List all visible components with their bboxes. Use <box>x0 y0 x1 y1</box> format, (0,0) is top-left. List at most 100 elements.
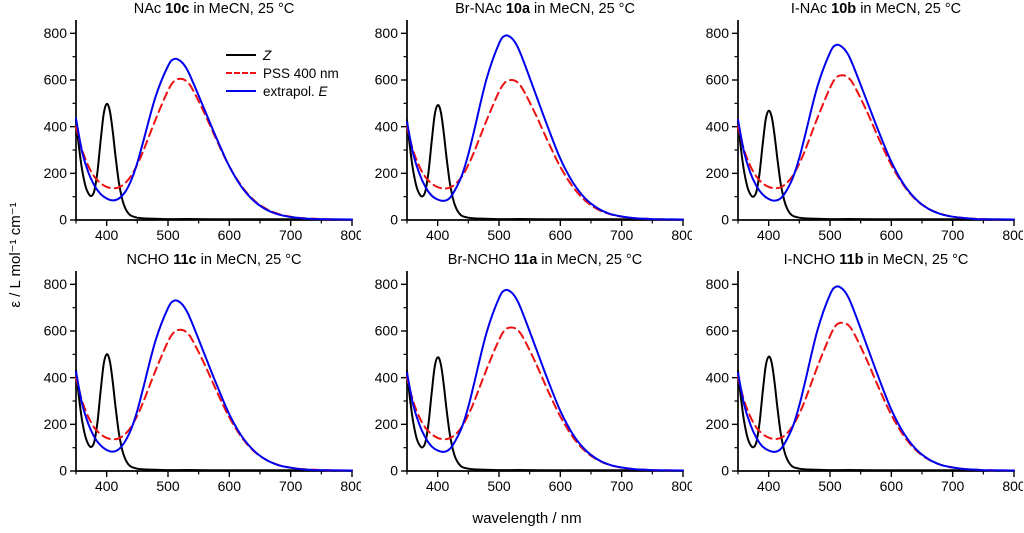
title-compound: 11c <box>173 252 197 268</box>
svg-text:800: 800 <box>44 276 68 292</box>
pss-line-sample-icon <box>226 72 256 74</box>
title-prefix: NCHO <box>126 252 174 268</box>
svg-text:200: 200 <box>375 165 399 181</box>
svg-text:600: 600 <box>880 478 904 494</box>
svg-text:500: 500 <box>487 478 511 494</box>
spectra-plot: 400 500 600 700 800 0 200 400 600 800 <box>375 20 692 243</box>
e-line-sample-icon <box>226 90 256 92</box>
svg-text:700: 700 <box>279 478 303 494</box>
chart-title: Br-NAc 10a in MeCN, 25 °C <box>361 0 692 18</box>
svg-text:600: 600 <box>375 72 399 88</box>
chart-panel-11b: I-NCHO 11b in MeCN, 25 °C 400 500 600 700 80… <box>692 251 1023 502</box>
svg-text:800: 800 <box>44 25 68 41</box>
title-prefix: I-NCHO <box>783 252 840 268</box>
svg-text:800: 800 <box>706 276 730 292</box>
svg-text:700: 700 <box>610 227 634 243</box>
svg-text:200: 200 <box>44 165 68 181</box>
z-line-sample-icon <box>226 54 256 56</box>
title-prefix: Br-NAc <box>455 1 506 17</box>
svg-text:500: 500 <box>487 227 511 243</box>
svg-text:800: 800 <box>340 478 361 494</box>
chart-grid: NAc 10c in MeCN, 25 °C 400 500 600 700 800 0 2… <box>30 0 1023 502</box>
title-prefix: I-NAc <box>790 1 832 17</box>
svg-text:200: 200 <box>706 416 730 432</box>
svg-text:600: 600 <box>218 478 242 494</box>
svg-text:700: 700 <box>941 478 965 494</box>
svg-text:400: 400 <box>95 478 119 494</box>
svg-text:200: 200 <box>44 416 68 432</box>
title-compound: 10a <box>505 1 531 17</box>
title-suffix: in MeCN, 25 °C <box>856 1 962 17</box>
svg-text:700: 700 <box>941 227 965 243</box>
legend-item-z: Z <box>226 46 339 64</box>
legend-label: extrapol. E <box>263 84 328 99</box>
svg-text:500: 500 <box>156 478 180 494</box>
title-compound: 11b <box>839 252 864 268</box>
svg-text:600: 600 <box>706 323 730 339</box>
svg-text:400: 400 <box>706 369 730 385</box>
svg-text:400: 400 <box>95 227 119 243</box>
chart-title: I-NCHO 11b in MeCN, 25 °C <box>692 251 1023 269</box>
legend-label-italic: E <box>318 83 328 99</box>
svg-text:800: 800 <box>1002 478 1023 494</box>
svg-text:600: 600 <box>549 227 573 243</box>
svg-text:400: 400 <box>44 118 68 134</box>
chart-title: Br-NCHO 11a in MeCN, 25 °C <box>361 251 692 269</box>
title-suffix: in MeCN, 25 °C <box>537 252 643 268</box>
svg-text:0: 0 <box>59 463 67 479</box>
svg-text:500: 500 <box>156 227 180 243</box>
svg-text:0: 0 <box>721 463 729 479</box>
svg-text:800: 800 <box>375 25 399 41</box>
legend-item-extrapol-e: extrapol. E <box>226 82 339 100</box>
svg-text:700: 700 <box>279 227 303 243</box>
svg-text:500: 500 <box>818 478 842 494</box>
svg-text:600: 600 <box>44 323 68 339</box>
svg-text:600: 600 <box>44 72 68 88</box>
svg-text:800: 800 <box>340 227 361 243</box>
svg-text:400: 400 <box>757 227 781 243</box>
svg-text:200: 200 <box>375 416 399 432</box>
chart-title: I-NAc 10b in MeCN, 25 °C <box>692 0 1023 18</box>
title-suffix: in MeCN, 25 °C <box>196 252 302 268</box>
svg-text:0: 0 <box>390 212 398 228</box>
spectra-plot: 400 500 600 700 800 0 200 400 600 800 <box>706 271 1023 494</box>
svg-text:800: 800 <box>671 478 692 494</box>
svg-text:800: 800 <box>671 227 692 243</box>
svg-text:600: 600 <box>375 323 399 339</box>
svg-text:500: 500 <box>818 227 842 243</box>
legend-label: PSS 400 nm <box>263 65 339 81</box>
spectra-plot: 400 500 600 700 800 0 200 400 600 800 <box>44 20 361 243</box>
svg-text:600: 600 <box>880 227 904 243</box>
svg-text:0: 0 <box>59 212 67 228</box>
title-suffix: in MeCN, 25 °C <box>530 1 635 17</box>
spectra-plot: 400 500 600 700 800 0 200 400 600 800 <box>44 271 361 494</box>
title-suffix: in MeCN, 25 °C <box>189 1 295 17</box>
x-axis-label: wavelength / nm <box>472 510 582 527</box>
svg-text:700: 700 <box>610 478 634 494</box>
svg-text:0: 0 <box>390 463 398 479</box>
svg-text:400: 400 <box>426 227 450 243</box>
svg-text:600: 600 <box>218 227 242 243</box>
svg-text:600: 600 <box>706 72 730 88</box>
spectra-plot: 400 500 600 700 800 0 200 400 600 800 <box>706 20 1023 243</box>
svg-text:400: 400 <box>757 478 781 494</box>
svg-text:400: 400 <box>426 478 450 494</box>
chart-title: NAc 10c in MeCN, 25 °C <box>30 0 361 18</box>
spectra-plot: 400 500 600 700 800 0 200 400 600 800 <box>375 271 692 494</box>
legend-label-prefix: extrapol. <box>263 83 319 99</box>
svg-text:400: 400 <box>706 118 730 134</box>
title-suffix: in MeCN, 25 °C <box>863 252 969 268</box>
legend-label: Z <box>263 47 272 63</box>
y-axis-label: ε / L mol⁻¹ cm⁻¹ <box>7 202 24 308</box>
title-compound: 10c <box>165 1 190 17</box>
chart-panel-10a: Br-NAc 10a in MeCN, 25 °C 400 500 600 700 80… <box>361 0 692 251</box>
svg-text:800: 800 <box>706 25 730 41</box>
svg-text:400: 400 <box>44 369 68 385</box>
chart-title: NCHO 11c in MeCN, 25 °C <box>30 251 361 269</box>
svg-text:200: 200 <box>706 165 730 181</box>
svg-text:400: 400 <box>375 118 399 134</box>
legend: Z PSS 400 nm extrapol. E <box>226 46 339 100</box>
title-compound: 10b <box>831 1 857 17</box>
chart-panel-11c: NCHO 11c in MeCN, 25 °C 400 500 600 700 800 0… <box>30 251 361 502</box>
